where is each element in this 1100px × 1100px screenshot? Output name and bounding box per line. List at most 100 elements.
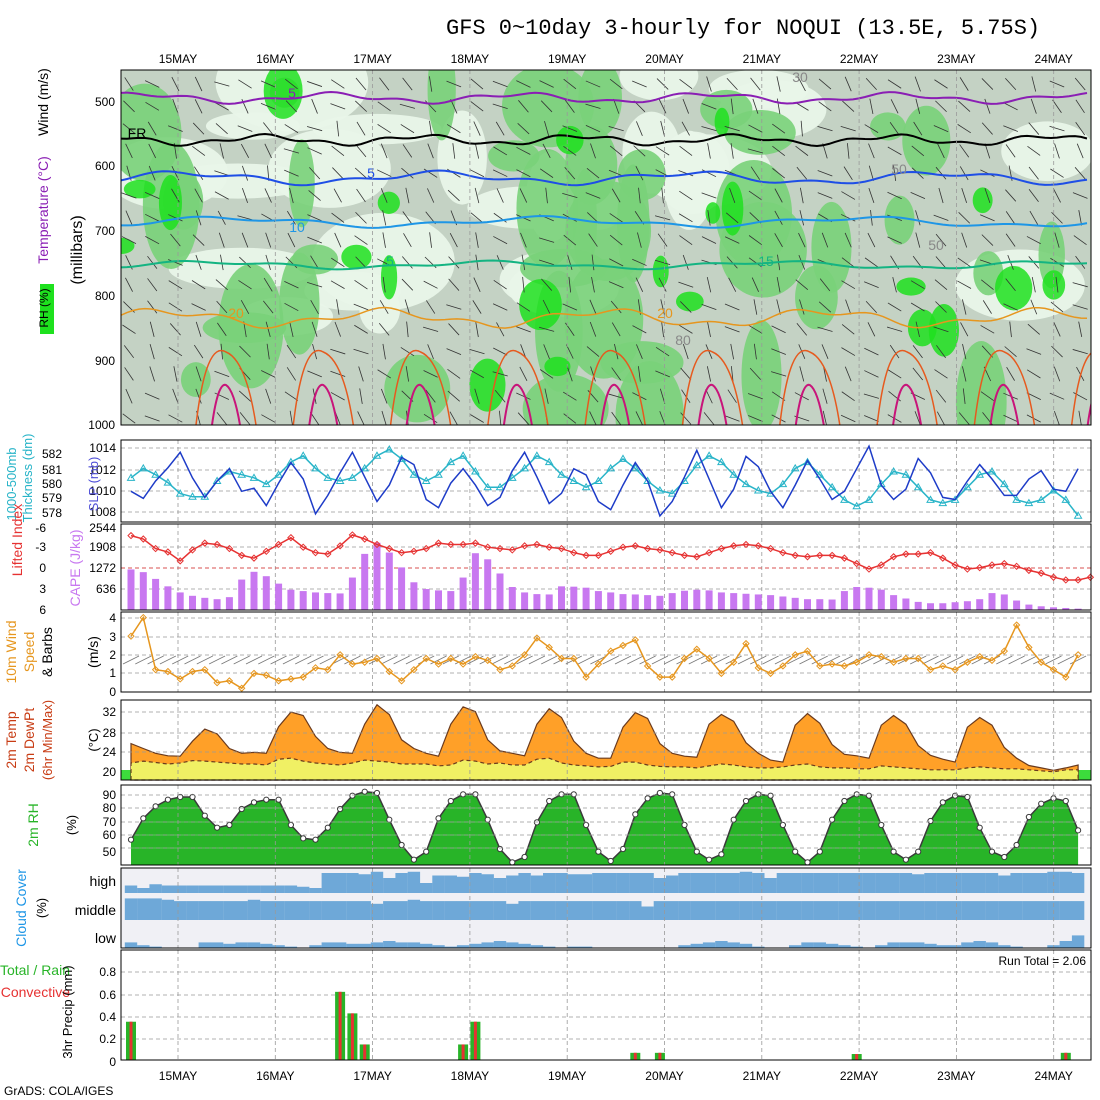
contour-label: 5 (386, 253, 394, 269)
date-label-top: 20MAY (645, 52, 683, 66)
cloud-bar (444, 901, 457, 920)
lifted-index-point (1012, 562, 1021, 571)
cloud-bar (309, 901, 322, 920)
thickness-point (840, 495, 849, 503)
cape-bar (385, 552, 393, 610)
rh2m-tick-label: 90 (103, 788, 117, 802)
slp-axis-label: SLP (mb) (86, 457, 101, 512)
wind-speed-point (926, 665, 935, 674)
cape-bar (324, 593, 332, 610)
rh2m-point (644, 795, 651, 802)
thickness-point (889, 467, 898, 475)
cloud-bar (973, 941, 986, 948)
wind-barb (196, 655, 213, 665)
cape-bar (152, 578, 160, 610)
conv-bar (338, 991, 342, 1060)
wind-barb (737, 655, 755, 665)
rh2m-point (706, 856, 713, 863)
wind-barb (245, 655, 263, 665)
wind-barb (381, 655, 398, 665)
lifted-index-point (582, 551, 590, 560)
cloud-bar (850, 946, 863, 948)
thickness-point (446, 457, 456, 466)
cape-bar (877, 589, 885, 610)
wind-speed-point (939, 662, 947, 670)
rh2m-point (841, 797, 848, 805)
wind-barb (491, 655, 509, 665)
cloud-bar (961, 901, 974, 920)
cloud-bar (801, 901, 814, 920)
cloud-bar (333, 901, 347, 920)
wind-barb (528, 655, 546, 665)
thickness-point (249, 473, 259, 481)
wind-speed-point (434, 660, 443, 668)
cloud-bar (998, 945, 1011, 948)
wind-barb (1057, 655, 1074, 665)
lifted-index-point (1025, 566, 1033, 575)
lifted-index-point (828, 551, 836, 560)
wind-speed-point (1012, 621, 1021, 629)
cloud-bar (530, 901, 544, 920)
lifted-index-point (545, 543, 553, 551)
cloud-bar (629, 901, 642, 920)
temp-tick-label: 24 (103, 745, 117, 759)
pressure-tick-label: 500 (95, 95, 115, 109)
wind-speed-point (779, 662, 787, 670)
cape-bar (779, 596, 787, 610)
rh2m-axis-label: 2m RH (25, 803, 41, 847)
cloud-bar (272, 901, 285, 920)
cloud-bar (776, 873, 790, 893)
lifted-index-point (533, 540, 541, 549)
wind-speed-point (447, 654, 455, 663)
cloud-bar (444, 875, 457, 893)
cloud-bar (641, 906, 654, 920)
rh2m-point (423, 848, 430, 855)
wind-barb (430, 655, 447, 665)
thickness-point (753, 485, 763, 494)
cloud-bar (506, 903, 519, 920)
cloud-bar (715, 873, 728, 893)
wind-speed-point (250, 669, 258, 678)
thickness-point (938, 498, 948, 507)
lifted-index-point (606, 547, 615, 556)
lifted-index-point (422, 544, 430, 553)
cloud-bar (764, 901, 777, 920)
cloud-bar (260, 901, 273, 920)
wind-barb (750, 655, 767, 665)
cloud-bar (456, 901, 470, 920)
thickness-point (876, 479, 886, 488)
cloud-bar (370, 903, 384, 920)
wind-barb (258, 655, 275, 665)
wind-speed-point (1074, 651, 1082, 659)
wind-speed-point (1062, 673, 1070, 681)
cape-bar (164, 586, 172, 610)
thickness-tick-label: 581 (42, 463, 62, 477)
lifted-index-point (1062, 576, 1070, 584)
cloud-bar (370, 871, 384, 893)
wind-barb (1008, 655, 1025, 665)
cape-tick-label: 1272 (89, 561, 116, 575)
cloud-panel-frame (120, 867, 1092, 949)
rh2m-point (127, 836, 135, 843)
precip-bars (126, 991, 1071, 1060)
rh2m-point (976, 824, 983, 831)
cloud-bar (235, 901, 248, 920)
cloud-bar (678, 901, 691, 920)
wind-speed-point (865, 651, 873, 659)
rh2m-point (829, 816, 836, 823)
thickness-point (532, 451, 542, 459)
wind-speed-point (373, 654, 381, 663)
lifted-index-point (865, 565, 873, 573)
cape-bar (361, 553, 369, 610)
thickness-point (298, 451, 308, 459)
wind10-axis-label: 10m Wind (3, 620, 19, 683)
rh2m-point (226, 821, 233, 829)
cloud-bar (912, 901, 925, 920)
contour-label: 80 (675, 332, 691, 348)
cloud-bar (235, 885, 248, 893)
cloud-bar (198, 901, 211, 920)
wind-barb (454, 655, 472, 665)
cape-bar (558, 586, 565, 610)
lifted-index-point (594, 551, 603, 560)
rh2m-point (263, 796, 270, 803)
